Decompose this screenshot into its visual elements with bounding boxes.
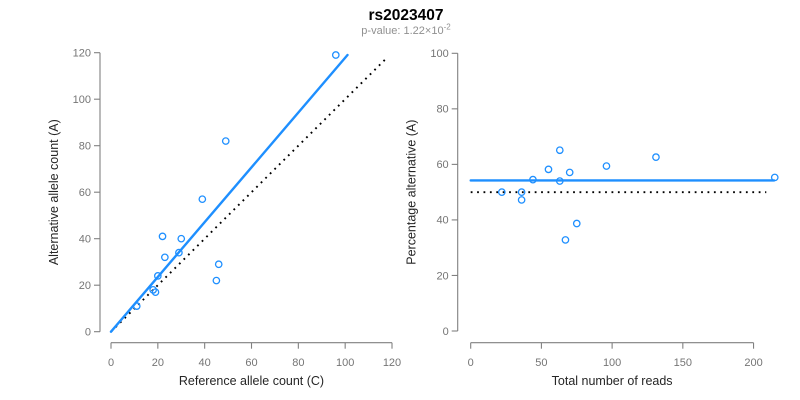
data-point [770, 173, 779, 182]
y-tick-label: 20 [79, 280, 91, 292]
data-point [221, 137, 230, 145]
data-point [497, 188, 506, 196]
p-value-subtitle: p-value: 1.22×10-2 [6, 22, 800, 37]
x-tick-label: 40 [199, 357, 211, 369]
y-tick-label: 20 [436, 270, 448, 282]
data-point [198, 195, 207, 204]
data-point [214, 260, 223, 269]
data-point [529, 175, 537, 184]
data-point [572, 219, 581, 228]
data-point [652, 153, 660, 162]
data-point [151, 288, 160, 297]
data-point [175, 248, 183, 257]
x-axis-title: Total number of reads [552, 374, 673, 388]
data-point [517, 188, 526, 196]
data-point [212, 276, 221, 285]
y-tick-label: 0 [443, 326, 449, 338]
data-point [555, 177, 564, 185]
identity-line [110, 56, 388, 333]
x-tick-label: 100 [603, 357, 621, 369]
x-tick-label: 0 [468, 357, 474, 369]
y-tick-label: 80 [436, 104, 448, 116]
panel-percentage-vs-reads: 0 20 40 60 80 100 0 50 100 150 200 Total number of … [405, 48, 779, 388]
y-tick-label: 100 [430, 48, 448, 60]
y-tick-label: 40 [79, 234, 91, 246]
y-tick-label: 60 [79, 187, 91, 199]
y-tick-label: 60 [436, 159, 448, 171]
x-tick-label: 60 [245, 357, 257, 369]
data-point [158, 232, 167, 241]
y-tick-label: 120 [73, 48, 91, 60]
panel-allele-counts: 0 20 40 60 80 100 120 0 20 40 60 80 100 120 Reference … [47, 48, 401, 389]
data-point [517, 196, 526, 204]
data-point [177, 234, 186, 243]
p-value-exponent: -2 [443, 22, 451, 32]
y-axis-title: Percentage alternative (A) [405, 120, 419, 265]
data-point [132, 302, 141, 310]
page-title: rs2023407 [368, 7, 444, 24]
x-axis-title: Reference allele count (C) [179, 374, 324, 388]
data-point [544, 165, 553, 174]
y-tick-label: 40 [436, 215, 448, 227]
x-tick-label: 120 [383, 357, 401, 369]
y-tick-label: 100 [73, 94, 91, 106]
data-point [161, 253, 169, 262]
data-point [561, 236, 570, 244]
x-tick-label: 100 [336, 357, 354, 369]
x-tick-label: 20 [152, 357, 164, 369]
x-tick-label: 50 [535, 357, 547, 369]
y-tick-label: 80 [79, 141, 91, 153]
x-tick-label: 200 [744, 357, 762, 369]
fit-line [109, 53, 349, 333]
data-point [565, 168, 574, 177]
data-point [602, 162, 611, 170]
x-tick-label: 0 [108, 357, 114, 369]
data-point [331, 51, 340, 59]
p-value-label: p-value: 1.22×10 [361, 25, 444, 37]
data-point [149, 285, 158, 294]
x-tick-label: 80 [292, 357, 304, 369]
y-axis-title: Alternative allele count (A) [47, 119, 61, 265]
data-point [555, 146, 564, 155]
data-point [153, 272, 162, 280]
y-tick-label: 0 [85, 327, 91, 339]
x-tick-label: 150 [674, 357, 692, 369]
